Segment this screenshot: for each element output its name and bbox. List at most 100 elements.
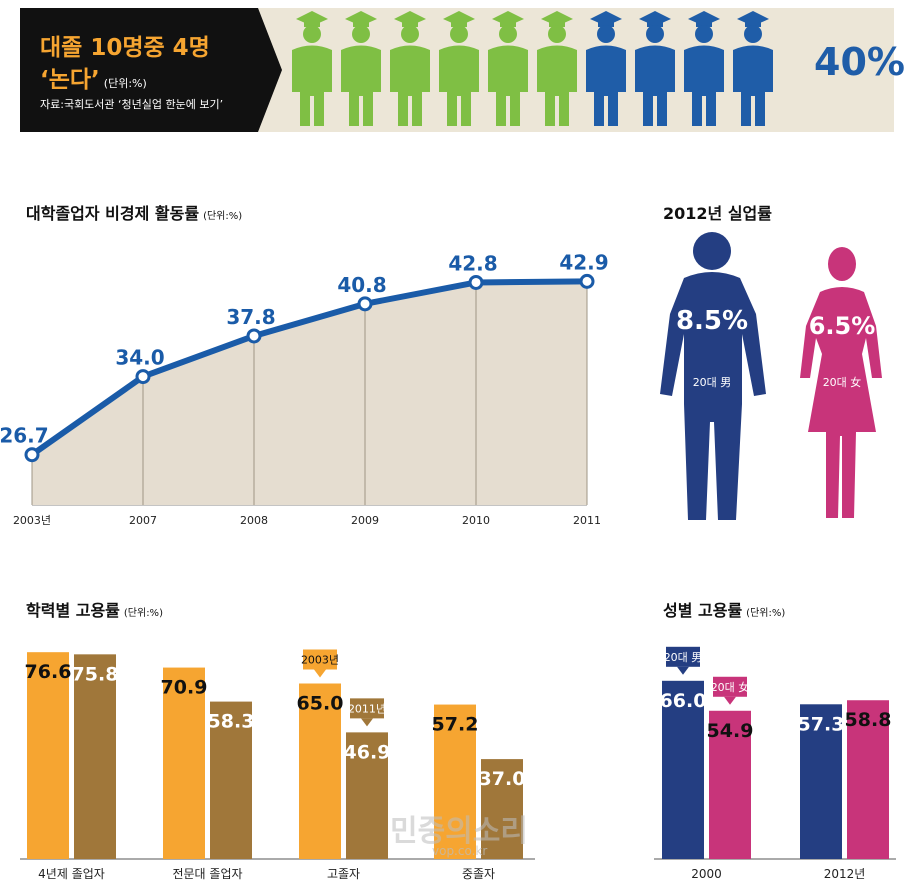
data-point bbox=[357, 296, 373, 312]
x-tick-label: 2008 bbox=[240, 514, 268, 527]
bar bbox=[346, 732, 388, 859]
legend-callout-label: 20대 女 bbox=[711, 680, 750, 694]
data-label: 42.8 bbox=[448, 251, 497, 275]
banner-source: 자료:국회도서관 ‘청년실업 한눈에 보기’ bbox=[40, 98, 224, 111]
data-point bbox=[135, 369, 151, 385]
activity-chart-title-text: 대학졸업자 비경제 활동률 bbox=[26, 204, 200, 223]
graduate-figure-icon bbox=[684, 11, 724, 126]
man-head-shape bbox=[693, 232, 731, 270]
activity-rate-chart: 26.7 2003년 34.0 2007 37.8 2008 40.8 2009 42.8 201… bbox=[0, 250, 609, 527]
figure-head-shape bbox=[597, 25, 615, 43]
data-label: 40.8 bbox=[337, 273, 386, 297]
banner-title-line2: ‘논다’ (단위:%) bbox=[40, 60, 147, 94]
unemployment-figures: 8.5% 20대 男 6.5% 20대 女 bbox=[660, 232, 882, 520]
bar bbox=[434, 704, 476, 859]
data-point bbox=[468, 274, 484, 290]
figure-head-shape bbox=[450, 25, 468, 43]
figure-body-shape bbox=[537, 45, 577, 126]
figure-body-shape bbox=[390, 45, 430, 126]
bar bbox=[662, 680, 704, 859]
legend-callout-pointer bbox=[314, 669, 326, 678]
graduate-figure-icon bbox=[586, 11, 626, 126]
category-label: 고졸자 bbox=[327, 867, 360, 881]
figure-body-shape bbox=[635, 45, 675, 126]
cap-band-shape bbox=[353, 20, 369, 27]
category-label: 전문대 졸업자 bbox=[172, 867, 242, 881]
cap-band-shape bbox=[304, 20, 320, 27]
data-point bbox=[24, 447, 40, 463]
bar-value-label: 66.0 bbox=[660, 690, 707, 712]
woman-body-shape bbox=[800, 287, 882, 518]
bar-value-label: 75.8 bbox=[72, 663, 119, 685]
data-label: 42.9 bbox=[559, 250, 608, 274]
legend-callout-box bbox=[666, 646, 700, 667]
man-rate-value: 8.5% bbox=[676, 306, 748, 336]
banner-unit: (단위:%) bbox=[103, 77, 147, 90]
figure-head-shape bbox=[499, 25, 517, 43]
bar-value-label: 57.2 bbox=[432, 714, 479, 736]
cap-band-shape bbox=[745, 20, 761, 27]
figure-head-shape bbox=[401, 25, 419, 43]
figure-head-shape bbox=[744, 25, 762, 43]
bar-value-label: 57.3 bbox=[798, 713, 845, 735]
data-point bbox=[246, 328, 262, 344]
header-banner: 대졸 10명중 4명 ‘논다’ (단위:%) 자료:국회도서관 ‘청년실업 한눈에… bbox=[20, 8, 904, 132]
x-tick-label: 2011 bbox=[573, 514, 601, 527]
bar bbox=[709, 710, 751, 859]
education-chart-title: 학력별 고용률 (단위:%) bbox=[26, 597, 163, 621]
graduate-figure-icon bbox=[292, 11, 332, 126]
graduate-figure-icon bbox=[390, 11, 430, 126]
cap-band-shape bbox=[647, 20, 663, 27]
gender-chart-unit: (단위:%) bbox=[746, 608, 786, 619]
bar-value-label: 65.0 bbox=[297, 693, 344, 715]
bar bbox=[210, 701, 252, 859]
bar bbox=[74, 654, 116, 859]
figure-body-shape bbox=[586, 45, 626, 126]
category-label: 중졸자 bbox=[462, 867, 495, 881]
woman-silhouette-icon bbox=[800, 247, 882, 518]
gender-employment-chart: 66.054.9 2000 57.3 58.8 2012년 20대 男 20대 女 bbox=[654, 646, 896, 881]
unemployment-title: 2012년 실업률 bbox=[663, 204, 772, 223]
bar bbox=[299, 683, 341, 859]
graduate-figures bbox=[292, 11, 773, 126]
x-tick-label: 2003년 bbox=[13, 514, 51, 527]
graduate-figure-icon bbox=[488, 11, 528, 126]
graduate-figure-icon bbox=[537, 11, 577, 126]
education-chart-title-text: 학력별 고용률 bbox=[26, 601, 120, 620]
figure-head-shape bbox=[548, 25, 566, 43]
figure-body-shape bbox=[684, 45, 724, 126]
cap-band-shape bbox=[549, 20, 565, 27]
bar bbox=[481, 759, 523, 859]
cap-band-shape bbox=[402, 20, 418, 27]
graduate-figure-icon bbox=[733, 11, 773, 126]
x-tick-label: 2010 bbox=[462, 514, 490, 527]
woman-label: 20대 女 bbox=[823, 375, 862, 389]
area-fill bbox=[32, 281, 587, 505]
graduate-figure-icon bbox=[635, 11, 675, 126]
category-label: 2012년 bbox=[824, 867, 866, 881]
figure-body-shape bbox=[341, 45, 381, 126]
banner-title-box: 대졸 10명중 4명 ‘논다’ (단위:%) 자료:국회도서관 ‘청년실업 한눈에… bbox=[20, 8, 258, 132]
data-label: 34.0 bbox=[115, 346, 164, 370]
banner-title-line2-text: ‘논다’ bbox=[40, 67, 100, 93]
education-employment-chart: 76.6 75.8 4년제 졸업자 70.958.3 전문대 졸업자 65.0 46.9 고졸… bbox=[20, 649, 535, 881]
activity-chart-title: 대학졸업자 비경제 활동률 (단위:%) bbox=[26, 200, 242, 224]
legend-callout-label: 2003년 bbox=[301, 654, 339, 667]
data-label: 37.8 bbox=[226, 305, 275, 329]
bar-value-label: 58.8 bbox=[845, 709, 892, 731]
data-label: 26.7 bbox=[0, 424, 49, 448]
man-silhouette-icon bbox=[660, 232, 766, 520]
legend-callout-label: 2011년 bbox=[348, 702, 386, 715]
legend-callout-pointer bbox=[361, 718, 373, 727]
x-tick-label: 2007 bbox=[129, 514, 157, 527]
gender-chart-title-text: 성별 고용률 bbox=[663, 601, 743, 620]
banner-title-line1: 대졸 10명중 4명 bbox=[40, 35, 210, 61]
graduate-figure-icon bbox=[439, 11, 479, 126]
legend-callout-pointer bbox=[724, 696, 736, 705]
legend-callout-label: 20대 男 bbox=[664, 651, 703, 664]
bar bbox=[800, 704, 842, 859]
legend-callout-box bbox=[350, 698, 384, 719]
figure-body-shape bbox=[733, 45, 773, 126]
education-chart-unit: (단위:%) bbox=[123, 608, 163, 619]
figure-body-shape bbox=[488, 45, 528, 126]
